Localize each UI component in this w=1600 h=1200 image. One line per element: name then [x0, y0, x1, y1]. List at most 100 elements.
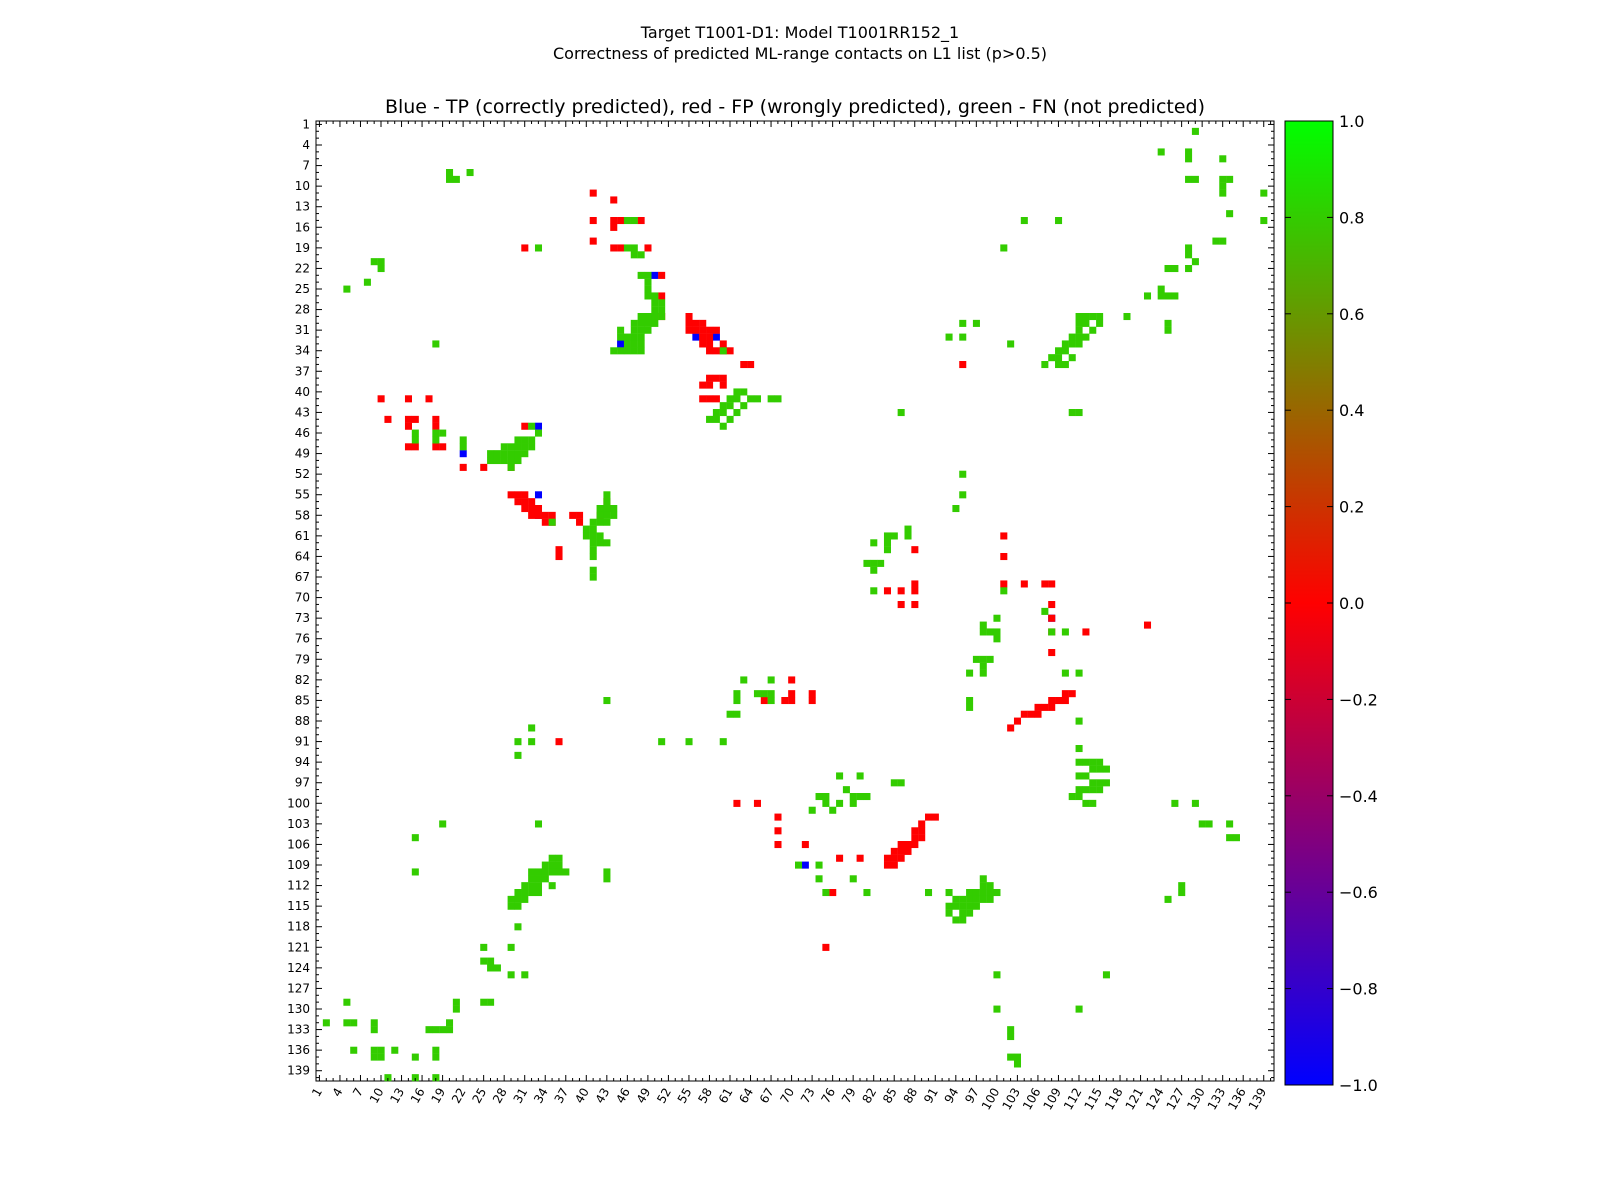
contact-cell-fn [623, 217, 631, 225]
contact-cell-fn [487, 964, 495, 972]
contact-cell-fn [555, 868, 563, 876]
contact-cell-fn [1075, 758, 1083, 766]
contact-cell-fn [1089, 786, 1097, 794]
contact-cell-fp [528, 505, 536, 513]
contact-cell-fn [993, 614, 1001, 622]
contact-cell-fn [740, 676, 748, 684]
y-tick-label: 133 [287, 1023, 310, 1037]
contact-cell-fn [658, 299, 666, 307]
contact-cell-fp [576, 511, 584, 519]
contact-cell-fn [1096, 313, 1104, 321]
contact-cell-fn [507, 457, 515, 465]
contact-cell-fp [1143, 621, 1152, 629]
contact-cell-fn [1089, 313, 1097, 321]
contact-cell-fn [1185, 155, 1193, 163]
contact-cell-fn [959, 319, 967, 327]
x-tick-label: 79 [839, 1086, 859, 1106]
contact-cell-fn [1171, 799, 1179, 807]
contact-cell-fp [1061, 697, 1069, 705]
contact-cell-fn [993, 628, 1001, 636]
contact-cell-fp [706, 347, 714, 355]
contact-cell-fn [610, 347, 618, 355]
contact-cell-fn [1164, 292, 1172, 300]
contact-cell-fn [1096, 779, 1104, 787]
contact-cell-fp [555, 546, 563, 554]
contact-cell-fn [480, 943, 488, 951]
x-tick-label: 67 [757, 1086, 777, 1106]
contact-cell-fp [1000, 553, 1008, 561]
contact-cell-fn [966, 895, 974, 903]
contact-cell-fn [822, 793, 830, 801]
contact-cell-fn [945, 889, 953, 897]
contact-cell-fn [979, 669, 987, 677]
contact-cell-fn [589, 553, 597, 561]
contact-cell-fn [596, 505, 604, 513]
contact-cell-fn [637, 340, 645, 348]
contact-cell-fn [658, 313, 666, 321]
contact-cell-fn [603, 539, 611, 547]
contact-cell-fn [528, 443, 536, 451]
contact-cell-fn [712, 415, 720, 423]
contact-cell-fn [904, 532, 912, 540]
contact-cell-fn [514, 738, 522, 746]
contact-cell-fp [911, 834, 919, 842]
contact-cell-fp [904, 847, 912, 855]
contact-cell-fp [1048, 601, 1056, 609]
contact-cell-fp [959, 361, 967, 369]
contact-cell-fn [719, 422, 727, 430]
contact-cell-fn [644, 285, 652, 293]
contact-cell-fn [534, 429, 543, 437]
x-tick-label: 106 [1020, 1086, 1044, 1113]
contact-cell-fp [774, 841, 782, 849]
contact-cell-fn [493, 964, 501, 972]
x-tick-label: 34 [531, 1086, 551, 1106]
y-tick-label: 52 [295, 467, 310, 481]
contact-cell-fn [1143, 292, 1152, 300]
contact-cell-fn [883, 539, 891, 547]
x-tick-label: 25 [469, 1086, 489, 1106]
contact-cell-fp [699, 340, 707, 348]
contact-cell-fn [617, 326, 625, 334]
contact-cell-fn [1075, 786, 1083, 794]
contact-cell-fn [343, 998, 351, 1006]
contact-cell-fn [493, 450, 501, 458]
contact-cell-fn [1226, 834, 1234, 842]
contact-cell-fp [528, 511, 536, 519]
contact-cell-fn [842, 786, 850, 794]
contact-cell-fn [959, 902, 967, 910]
y-tick-label: 91 [295, 735, 310, 749]
contact-cell-fn [767, 697, 775, 705]
contact-cell-fn [719, 409, 727, 417]
y-tick-label: 106 [287, 837, 310, 851]
contact-cell-fn [1219, 237, 1227, 245]
contact-cell-fn [350, 1019, 358, 1027]
contact-cell-fn [966, 902, 974, 910]
x-tick-label: 22 [449, 1086, 469, 1106]
contact-cell-fn [363, 278, 371, 286]
contact-cell-fn [719, 402, 727, 410]
contact-cell-fn [370, 1019, 378, 1027]
x-tick-label: 73 [798, 1086, 818, 1106]
contact-cell-fn [1164, 265, 1172, 273]
contact-cell-fp [801, 841, 809, 849]
y-tick-label: 7 [302, 159, 310, 173]
x-tick-label: 43 [593, 1086, 613, 1106]
contact-cell-fp [617, 244, 625, 252]
contact-cell-fp [706, 333, 714, 341]
contact-cell-fn [904, 525, 912, 533]
contact-cell-fp [897, 587, 905, 595]
contact-cell-fp [706, 381, 714, 389]
contact-cell-fn [1020, 217, 1028, 225]
contact-cell-fp [528, 498, 536, 506]
y-tick-label: 1 [302, 117, 310, 131]
contact-cell-fn [753, 690, 761, 698]
x-tick-label: 4 [330, 1086, 346, 1100]
contact-cell-fp [747, 361, 755, 369]
contact-cell-fp [829, 889, 837, 897]
contact-cell-fp [706, 340, 714, 348]
contact-cell-fn [1191, 175, 1199, 183]
contact-cell-fn [651, 306, 659, 314]
contact-cell-fp [890, 854, 898, 862]
contact-cell-fp [610, 244, 618, 252]
contact-cell-fn [863, 559, 871, 567]
